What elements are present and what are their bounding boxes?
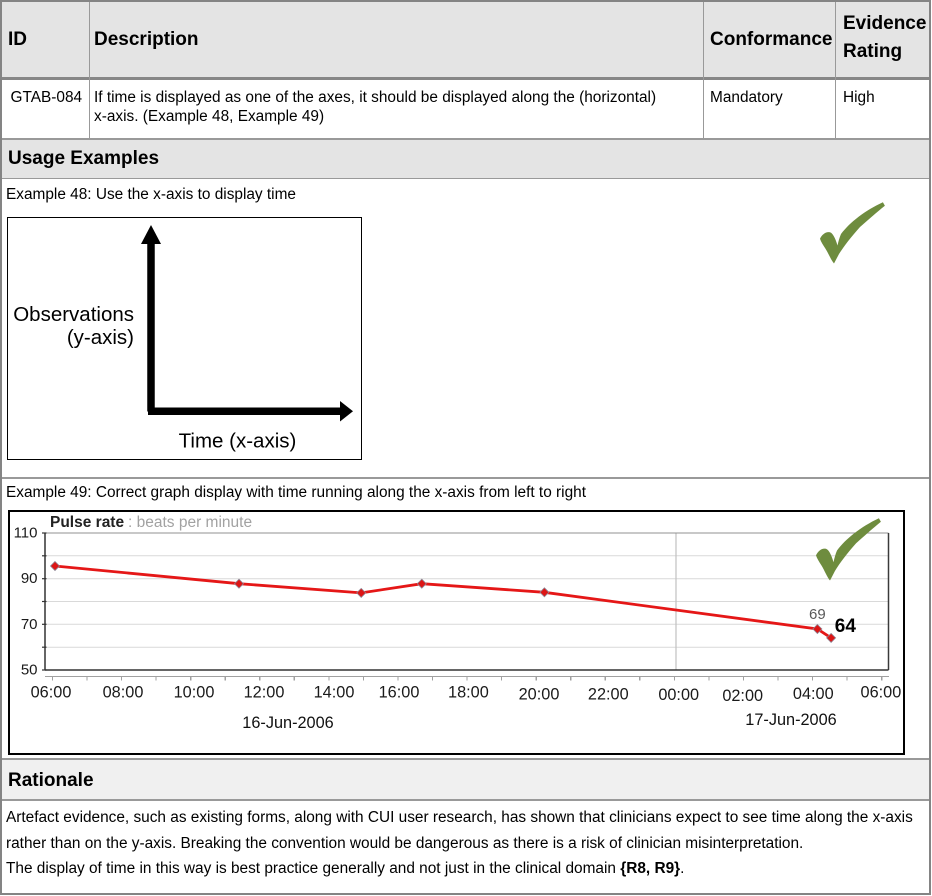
- svg-text:(y-axis): (y-axis): [67, 326, 134, 349]
- svg-text:16:00: 16:00: [379, 684, 420, 702]
- svg-text:06:00: 06:00: [31, 684, 72, 702]
- svg-text:02:00: 02:00: [722, 687, 763, 705]
- svg-text:20:00: 20:00: [519, 686, 560, 704]
- svg-text:50: 50: [21, 662, 38, 679]
- svg-text:110: 110: [14, 525, 38, 542]
- svg-text:10:00: 10:00: [174, 684, 215, 702]
- svg-text:Observations: Observations: [13, 303, 134, 326]
- svg-text:69: 69: [809, 606, 826, 623]
- svg-text:08:00: 08:00: [103, 684, 144, 702]
- svg-text:: beats per minute: : beats per minute: [128, 514, 252, 531]
- svg-text:64: 64: [835, 616, 857, 637]
- svg-text:Time (x-axis): Time (x-axis): [179, 430, 297, 453]
- svg-text:04:00: 04:00: [793, 685, 834, 703]
- svg-text:06:00: 06:00: [861, 683, 902, 701]
- svg-text:14:00: 14:00: [314, 684, 355, 702]
- svg-text:22:00: 22:00: [588, 686, 629, 704]
- svg-text:00:00: 00:00: [658, 686, 699, 704]
- svg-text:18:00: 18:00: [448, 684, 489, 702]
- svg-text:70: 70: [21, 616, 38, 633]
- svg-text:12:00: 12:00: [244, 684, 285, 702]
- svg-text:Pulse rate: Pulse rate: [50, 514, 124, 531]
- svg-text:90: 90: [21, 570, 38, 587]
- svg-text:16-Jun-2006: 16-Jun-2006: [242, 714, 333, 732]
- svg-text:17-Jun-2006: 17-Jun-2006: [745, 711, 836, 729]
